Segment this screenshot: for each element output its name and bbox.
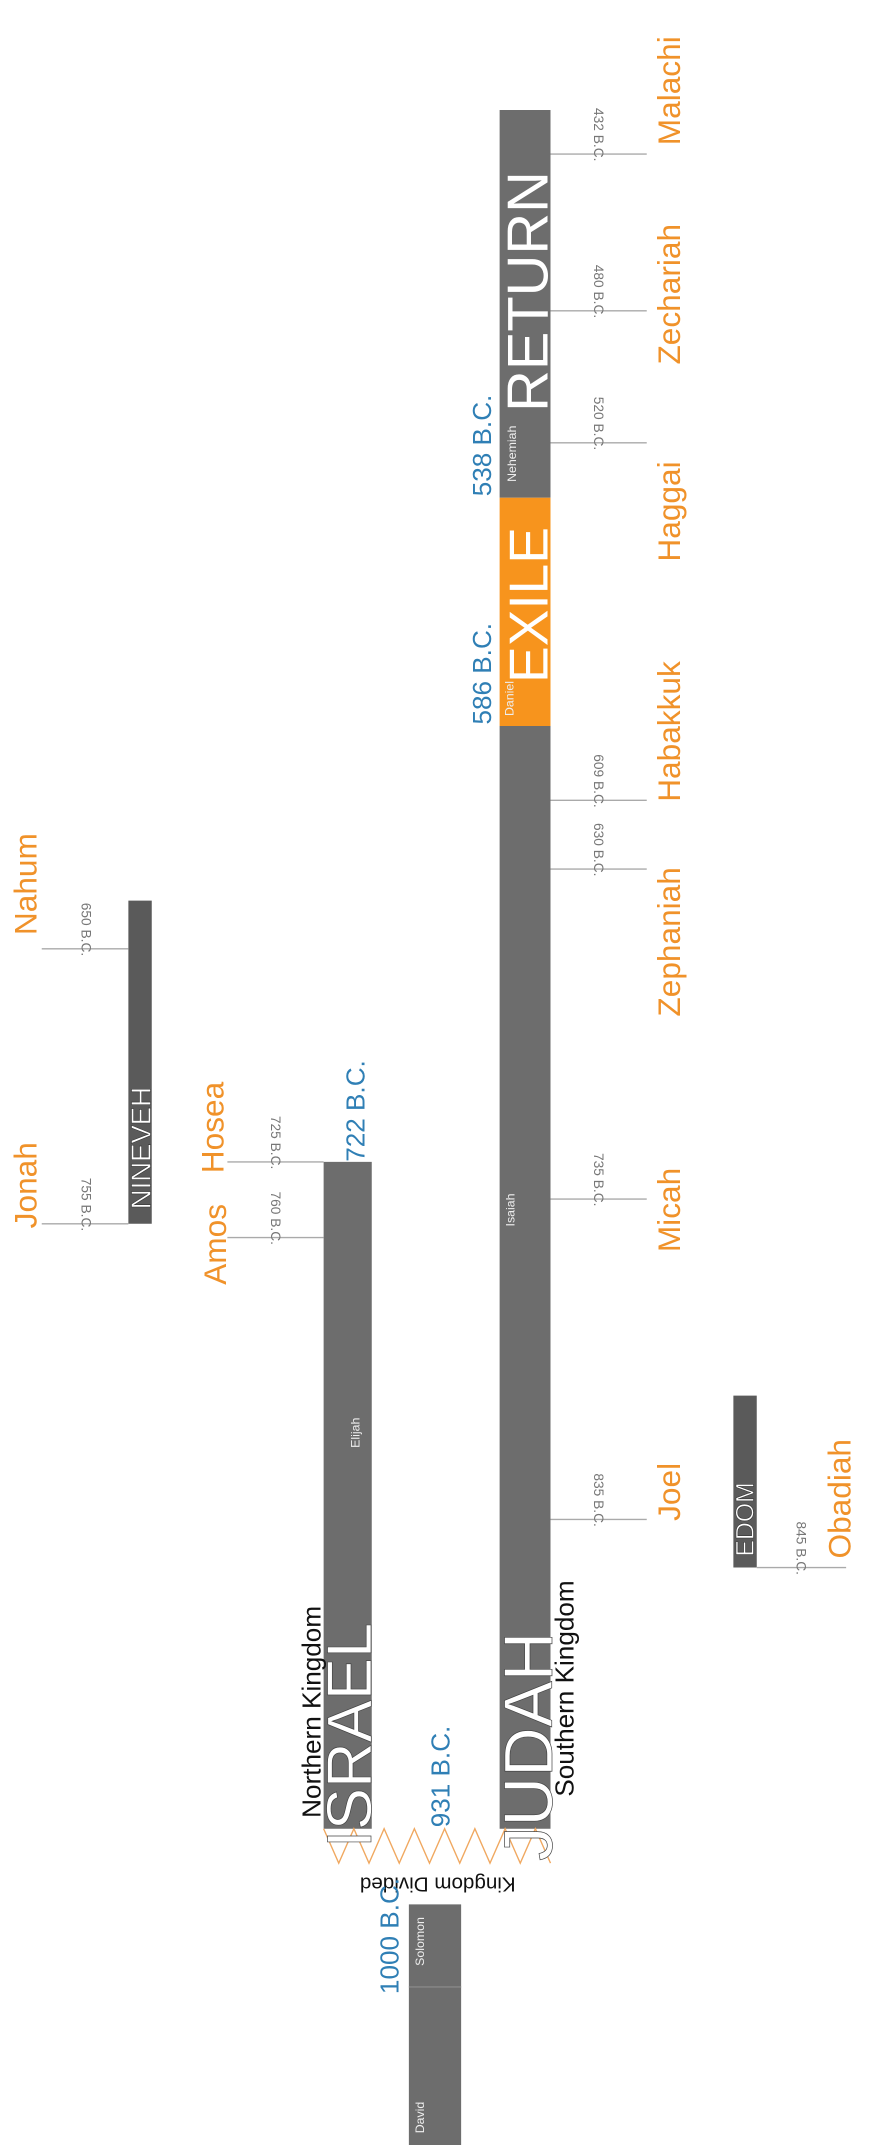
tick-date: 480 B.C. bbox=[591, 265, 606, 319]
prophet-name: Hosea bbox=[194, 1081, 230, 1173]
kingdom-label: Kingdom Divided bbox=[360, 1872, 516, 1895]
date-label: 538 B.C. bbox=[467, 395, 497, 497]
prophet-name: Haggai bbox=[651, 461, 687, 561]
tick-date: 432 B.C. bbox=[591, 108, 606, 162]
tick-date: 735 B.C. bbox=[591, 1153, 606, 1207]
prophet-name: Micah bbox=[651, 1168, 687, 1252]
prophet-name: Zechariah bbox=[651, 224, 687, 365]
tick-date: 760 B.C. bbox=[268, 1191, 283, 1245]
tick-date: 755 B.C. bbox=[78, 1178, 93, 1232]
return-bar bbox=[499, 110, 551, 498]
nineveh-bar bbox=[128, 900, 152, 1224]
united-kingdom-bar bbox=[408, 1904, 462, 2145]
tick-date: 650 B.C. bbox=[78, 903, 93, 957]
person-label: Nehemiah bbox=[505, 425, 519, 481]
tick-date: 609 B.C. bbox=[591, 754, 606, 808]
prophet-name: Amos bbox=[197, 1204, 233, 1285]
prophet-name: Joel bbox=[651, 1463, 687, 1521]
person-label: David bbox=[413, 2102, 427, 2134]
prophet-name: Zephaniah bbox=[651, 867, 687, 1016]
period-label: EDOM bbox=[732, 1482, 759, 1556]
person-label: Daniel bbox=[502, 681, 516, 716]
person-label: Solomon bbox=[413, 1917, 427, 1966]
kingdom-label: Southern Kingdom bbox=[549, 1580, 579, 1796]
period-label: EXILE bbox=[497, 527, 559, 683]
kingdom-label: Northern Kingdom bbox=[296, 1606, 326, 1818]
edom-bar bbox=[733, 1395, 757, 1568]
person-label: Elijah bbox=[348, 1418, 362, 1448]
tick-date: 520 B.C. bbox=[591, 397, 606, 451]
tick-date: 630 B.C. bbox=[591, 823, 606, 877]
prophet-name: Jonah bbox=[7, 1142, 43, 1228]
prophet-name: Malachi bbox=[651, 36, 687, 145]
period-label: RETURN bbox=[497, 171, 561, 412]
date-label: 722 B.C. bbox=[340, 1060, 370, 1162]
prophet-name: Obadiah bbox=[821, 1439, 857, 1559]
tick-date: 835 B.C. bbox=[591, 1473, 606, 1527]
israel-bar bbox=[323, 1161, 372, 1829]
kingdom-divided-zigzag bbox=[322, 1827, 552, 1865]
date-label: 931 B.C. bbox=[426, 1726, 456, 1828]
date-label: 586 B.C. bbox=[467, 623, 497, 725]
period-label: JUDAH bbox=[490, 1632, 567, 1861]
prophet-name: Habakkuk bbox=[651, 661, 687, 802]
judah-bar bbox=[499, 726, 551, 1829]
person-label: Isaiah bbox=[504, 1193, 518, 1226]
tick-date: 725 B.C. bbox=[268, 1116, 283, 1170]
period-label: ISRAEL bbox=[315, 1623, 385, 1848]
exile-bar bbox=[499, 497, 551, 726]
date-label: 1000 B.C. bbox=[375, 1878, 405, 1994]
tick-lines bbox=[41, 153, 847, 1569]
prophet-name: Nahum bbox=[7, 833, 43, 935]
period-label: NINEVEH bbox=[125, 1087, 156, 1209]
tick-date: 845 B.C. bbox=[793, 1521, 808, 1575]
